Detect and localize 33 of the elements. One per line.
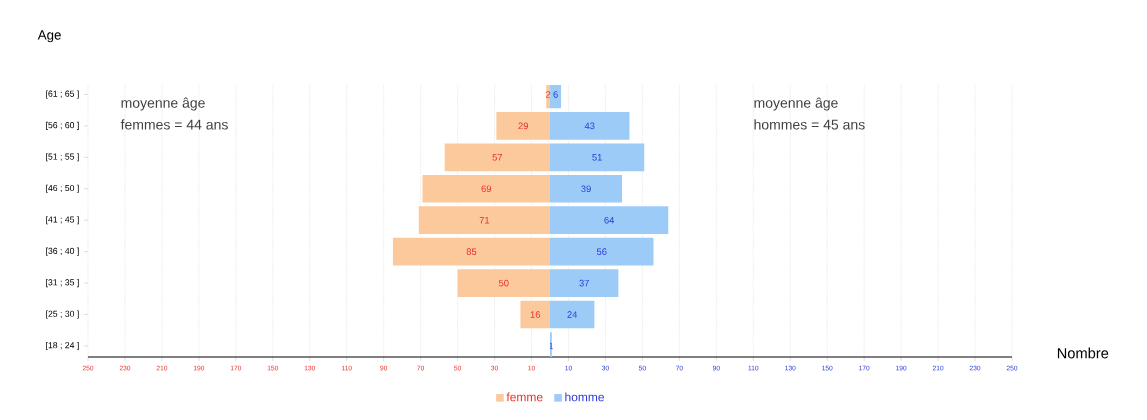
data-label: 64 (604, 216, 615, 224)
data-label: 6 (553, 91, 558, 98)
data-label: 56 (596, 248, 607, 255)
data-label: 37 (579, 279, 589, 287)
data-label: 50 (498, 279, 509, 287)
data-label: 43 (584, 122, 595, 130)
data-label: 16 (530, 311, 540, 318)
y-axis-title: Age (37, 30, 61, 43)
y-tick-label: [51 ; 55 ] (46, 153, 79, 162)
annotation: moyenne âge (121, 97, 205, 111)
y-tick-label: [25 ; 30 ] (46, 310, 79, 319)
data-label: 71 (479, 217, 490, 224)
y-tick-label: [56 ; 60 ] (46, 121, 79, 130)
y-tick-label: [31 ; 35 ] (46, 279, 79, 288)
data-label: 57 (492, 154, 503, 161)
legend-label: femme (506, 392, 543, 402)
data-label: 39 (581, 185, 591, 193)
y-tick-label: [41 ; 45 ] (46, 216, 79, 225)
data-label: 24 (567, 311, 578, 318)
y-tick-label: [36 ; 40 ] (46, 247, 79, 256)
annotation: femmes = 44 ans (120, 119, 228, 130)
y-tick-label: [61 ; 65 ] (46, 90, 79, 99)
data-label: 2 (546, 91, 551, 98)
x-axis-title: Nombre (1057, 347, 1109, 359)
data-label: 85 (466, 248, 477, 255)
data-label: 69 (481, 185, 491, 193)
y-tick-label: [46 ; 50 ] (46, 184, 79, 193)
data-label: 51 (592, 154, 602, 161)
annotation: moyenne âge (754, 97, 838, 111)
y-tick-label: [18 ; 24 ] (46, 341, 79, 351)
data-label: 29 (518, 122, 528, 130)
annotation: hommes = 45 ans (754, 119, 865, 130)
legend-label: homme (565, 392, 605, 402)
